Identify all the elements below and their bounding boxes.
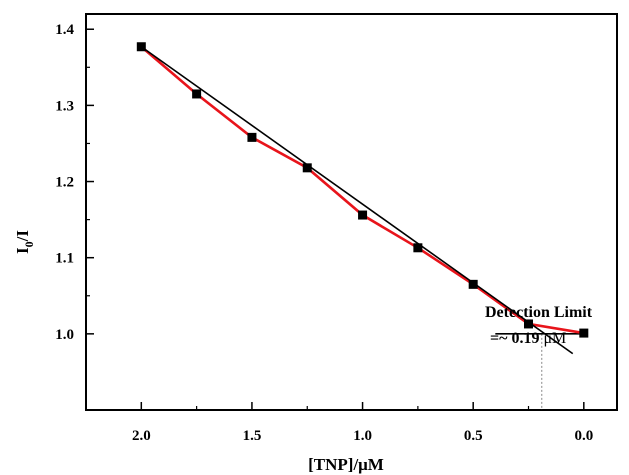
y-axis-title: I0/I — [13, 230, 36, 254]
y-axis-title-tail: /I — [13, 230, 32, 243]
data-point — [358, 210, 368, 220]
linear-fit-line — [140, 46, 574, 355]
x-axis-title: [TNP]/μM — [308, 455, 384, 474]
y-tick-label: 1.4 — [55, 22, 74, 38]
data-point — [468, 279, 478, 289]
y-axis-title-sub: 0 — [22, 241, 36, 247]
annotation-detection-value: =~ 0.19 μM — [490, 330, 566, 347]
x-tick-label: 1.0 — [353, 428, 372, 444]
plot-axes: 2.0 1.5 1.0 0.5 0.0 1.0 1.1 1.2 1.3 1.4 — [55, 13, 618, 444]
data-point — [192, 89, 202, 99]
data-point — [579, 328, 589, 338]
y-axis-title-main: I — [13, 247, 32, 254]
annotation-value-unit: μM — [543, 330, 566, 347]
annotation-group: Detection Limit =~ 0.19 μM — [485, 304, 593, 347]
y-tick-label: 1.1 — [55, 251, 74, 267]
plot-frame — [85, 13, 618, 411]
y-tick-label: 1.3 — [55, 98, 74, 114]
x-tick-label: 0.5 — [464, 428, 483, 444]
data-point — [247, 132, 257, 142]
data-point — [136, 42, 146, 52]
annotation-value-text: =~ 0.19 — [490, 330, 543, 347]
series-line — [140, 45, 585, 335]
x-tick-label: 1.5 — [243, 428, 262, 444]
data-point — [524, 319, 533, 329]
x-tick-label: 0.0 — [574, 428, 593, 444]
x-tick-label: 2.0 — [132, 428, 151, 444]
annotation-detection-limit: Detection Limit — [485, 304, 593, 321]
data-point — [413, 243, 423, 253]
y-tick-label: 1.0 — [55, 327, 74, 343]
y-tick-label: 1.2 — [55, 175, 74, 191]
data-point — [302, 163, 312, 173]
